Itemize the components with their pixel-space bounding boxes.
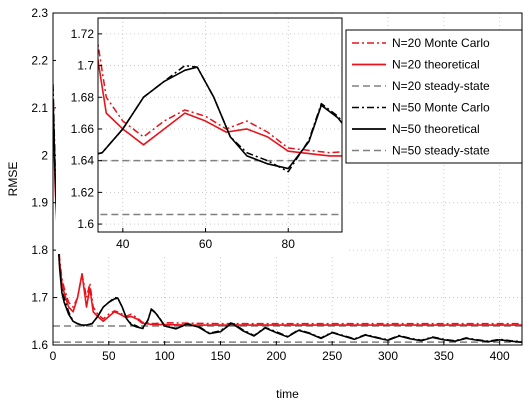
x-tick-label: 350 [434,349,454,363]
main-line-n-20-monte-carlo [53,88,522,325]
legend-label: N=20 Monte Carlo [392,36,490,50]
inset-y-tick-label: 1.64 [71,154,95,168]
inset-y-tick-label: 1.68 [71,90,95,104]
legend-label: N=50 theoretical [392,122,480,136]
legend-box [345,29,523,164]
y-axis-label: RMSE [6,162,20,197]
main-line-n-20-theoretical [53,107,522,326]
inset-y-tick-label: 1.7 [77,59,94,73]
x-axis-label: time [276,387,299,401]
inset-ticks: 40 60 80 1.6 1.62 1.64 1.66 1.68 1.7 1.72 [71,27,296,251]
inset-y-tick-label: 1.62 [71,185,95,199]
x-tick-label: 300 [378,349,398,363]
inset-series-group [98,39,342,216]
x-tick-label: 200 [266,349,286,363]
x-tick-label: 400 [490,349,510,363]
y-tick-label: 2.1 [31,101,48,115]
inset-line-n-20-theoretical [98,55,342,157]
main-series [53,84,522,343]
inset-frame [97,17,343,233]
main-series-group [53,84,522,343]
legend-label: N=50 Monte Carlo [392,101,490,115]
x-tick-label: 250 [322,349,342,363]
y-tick-label: 2.3 [31,6,48,20]
main-ticks: 0 50 100 150 200 250 300 350 400 1.6 1.7 1.8 1.9 2 2.1… [31,6,510,363]
legend: N=20 Monte Carlo N=20 theoretical N=20 ste… [345,29,523,164]
inset-y-tick-label: 1.72 [71,27,95,41]
inset-x-tick-label: 80 [282,237,296,251]
inset-series [98,39,342,216]
inset-zoom-plot: 40 60 80 1.6 1.62 1.64 1.66 1.68 1.7 1.72 [70,17,343,251]
inset-y-tick-label: 1.66 [71,122,95,136]
y-tick-label: 1.6 [31,338,48,352]
x-tick-label: 100 [155,349,175,363]
y-tick-label: 1.8 [31,243,48,257]
x-tick-label: 50 [102,349,116,363]
inset-x-tick-label: 60 [199,237,213,251]
y-tick-label: 2 [41,148,48,162]
y-tick-label: 1.7 [31,291,48,305]
legend-label: N=50 steady-state [392,144,490,158]
y-tick-label: 2.2 [31,53,48,67]
x-tick-label: 0 [50,349,57,363]
x-tick-label: 150 [210,349,230,363]
inset-x-tick-label: 40 [116,237,130,251]
inset-y-tick-label: 1.6 [77,217,94,231]
legend-label: N=20 steady-state [392,79,490,93]
main-plot-frame [52,12,523,346]
main-line-n-50-theoretical [53,98,522,343]
y-tick-label: 1.9 [31,196,48,210]
legend-label: N=20 theoretical [392,58,480,72]
